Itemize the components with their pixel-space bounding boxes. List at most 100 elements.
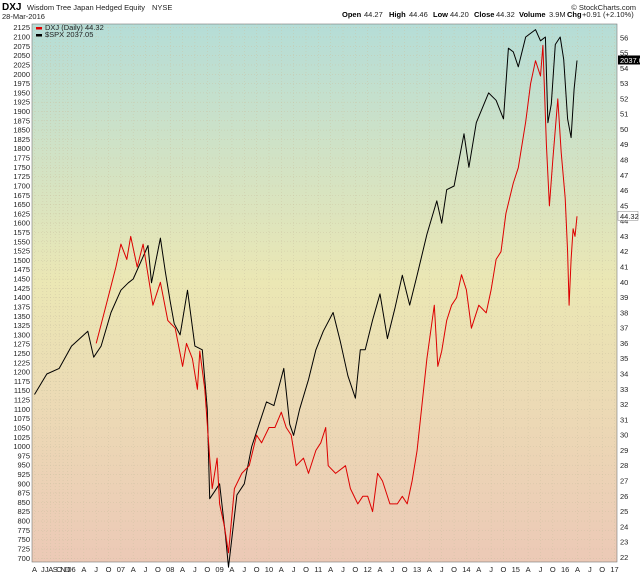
right-axis: 22 23 24 25 26 27 28 29 30 31 32 33 34 35 36 37 38 39 40 41… [617, 33, 640, 562]
close-value: 44.32 [496, 10, 515, 19]
chg-label: Chg [567, 10, 582, 19]
x-tick-label: A [180, 565, 185, 574]
low-label: Low [433, 10, 448, 19]
right-tick-label: 52 [620, 94, 628, 103]
x-tick-label: J [144, 565, 148, 574]
left-tick-label: 1450 [13, 275, 30, 284]
left-tick-label: 2000 [13, 70, 30, 79]
low-value: 44.20 [450, 10, 469, 19]
left-tick-label: 1175 [14, 377, 30, 386]
dxj-last-label: 44.32 [620, 212, 639, 221]
high-value: 44.46 [409, 10, 428, 19]
right-tick-label: 40 [620, 278, 628, 287]
x-tick-label: O [352, 565, 358, 574]
right-tick-label: 30 [620, 431, 628, 440]
x-tick-label: A [279, 565, 284, 574]
left-tick-label: 1150 [14, 386, 30, 395]
left-tick-label: 975 [17, 451, 30, 460]
x-tick-label: J [41, 565, 45, 574]
x-tick-label: A [131, 565, 136, 574]
right-tick-label: 22 [620, 553, 628, 562]
right-tick-label: 47 [620, 171, 628, 180]
right-tick-label: 42 [620, 247, 628, 256]
x-tick-label: 11 [314, 565, 322, 574]
right-tick-label: 44 [620, 217, 628, 226]
left-tick-label: 1550 [13, 237, 30, 246]
x-tick-label: O [56, 565, 62, 574]
x-tick-label: D [65, 565, 71, 574]
x-tick-label: J [539, 565, 543, 574]
right-tick-label: 31 [620, 415, 628, 424]
left-tick-label: 700 [17, 554, 30, 563]
left-tick-label: 1800 [13, 144, 30, 153]
right-tick-label: 24 [620, 522, 628, 531]
x-tick-label: A [575, 565, 580, 574]
right-tick-label: 34 [620, 370, 628, 379]
x-tick-label: A [378, 565, 383, 574]
left-tick-label: 1250 [13, 349, 30, 358]
volume-label: Volume [519, 10, 546, 19]
left-tick-label: 1875 [13, 116, 30, 125]
left-tick-label: 1425 [13, 284, 30, 293]
x-tick-label: O [501, 565, 507, 574]
right-tick-label: 27 [620, 476, 628, 485]
right-tick-label: 28 [620, 461, 628, 470]
right-tick-label: 25 [620, 507, 628, 516]
left-tick-label: 1525 [13, 247, 30, 256]
legend-spx: $SPX 2037.05 [45, 30, 93, 39]
right-tick-label: 49 [620, 140, 628, 149]
spx-line [34, 29, 578, 568]
right-tick-label: 41 [620, 263, 628, 272]
volume-value: 3.9M [549, 10, 566, 19]
x-tick-label: A [229, 565, 234, 574]
left-tick-label: 1025 [13, 433, 30, 442]
x-tick-label: 16 [561, 565, 569, 574]
right-tick-label: 55 [620, 49, 628, 58]
legend-dxj: DXJ (Daily) 44.32 [45, 23, 104, 32]
left-tick-label: 1400 [13, 293, 30, 302]
x-tick-label: N [60, 565, 65, 574]
left-tick-label: 2025 [13, 60, 30, 69]
x-tick-label: J [94, 565, 98, 574]
left-tick-label: 1300 [13, 330, 30, 339]
x-tick-label: J [588, 565, 592, 574]
left-tick-label: 750 [17, 535, 30, 544]
x-tick-label: O [204, 565, 210, 574]
left-tick-label: 2050 [13, 51, 30, 60]
plot-area [31, 23, 618, 563]
series-lines [34, 29, 578, 568]
x-tick-label: S [53, 565, 58, 574]
stockcharts-logo: © StockCharts.com [571, 3, 636, 12]
left-tick-label: 1650 [13, 200, 30, 209]
left-tick-label: 925 [17, 470, 30, 479]
left-tick-label: 1775 [13, 154, 30, 163]
left-tick-label: 1625 [13, 209, 30, 218]
x-tick-label: 10 [265, 565, 273, 574]
x-tick-label: J [341, 565, 345, 574]
right-tick-label: 32 [620, 400, 628, 409]
high-label: High [389, 10, 406, 19]
left-tick-label: 1675 [13, 191, 30, 200]
x-tick-label: A [427, 565, 432, 574]
right-tick-label: 33 [620, 385, 628, 394]
right-tick-label: 48 [620, 156, 628, 165]
right-tick-label: 56 [620, 33, 628, 42]
x-tick-label: 15 [512, 565, 520, 574]
left-tick-label: 1200 [13, 368, 30, 377]
legend-spx-swatch [36, 34, 42, 37]
legend-dxj-swatch [36, 27, 42, 30]
symbol: DXJ [2, 2, 21, 13]
x-tick-label: J [242, 565, 246, 574]
right-tick-label: 23 [620, 538, 628, 547]
left-tick-label: 1275 [13, 340, 30, 349]
x-tick-label: J [489, 565, 493, 574]
spx-last-marker [618, 55, 640, 65]
left-tick-label: 1700 [13, 181, 30, 190]
exchange: NYSE [152, 3, 172, 12]
x-tick-label: A [32, 565, 37, 574]
open-value: 44.27 [364, 10, 383, 19]
left-tick-label: 1100 [14, 405, 30, 414]
left-tick-label: 950 [17, 461, 30, 470]
open-label: Open [342, 10, 362, 19]
x-tick-label: J [292, 565, 296, 574]
